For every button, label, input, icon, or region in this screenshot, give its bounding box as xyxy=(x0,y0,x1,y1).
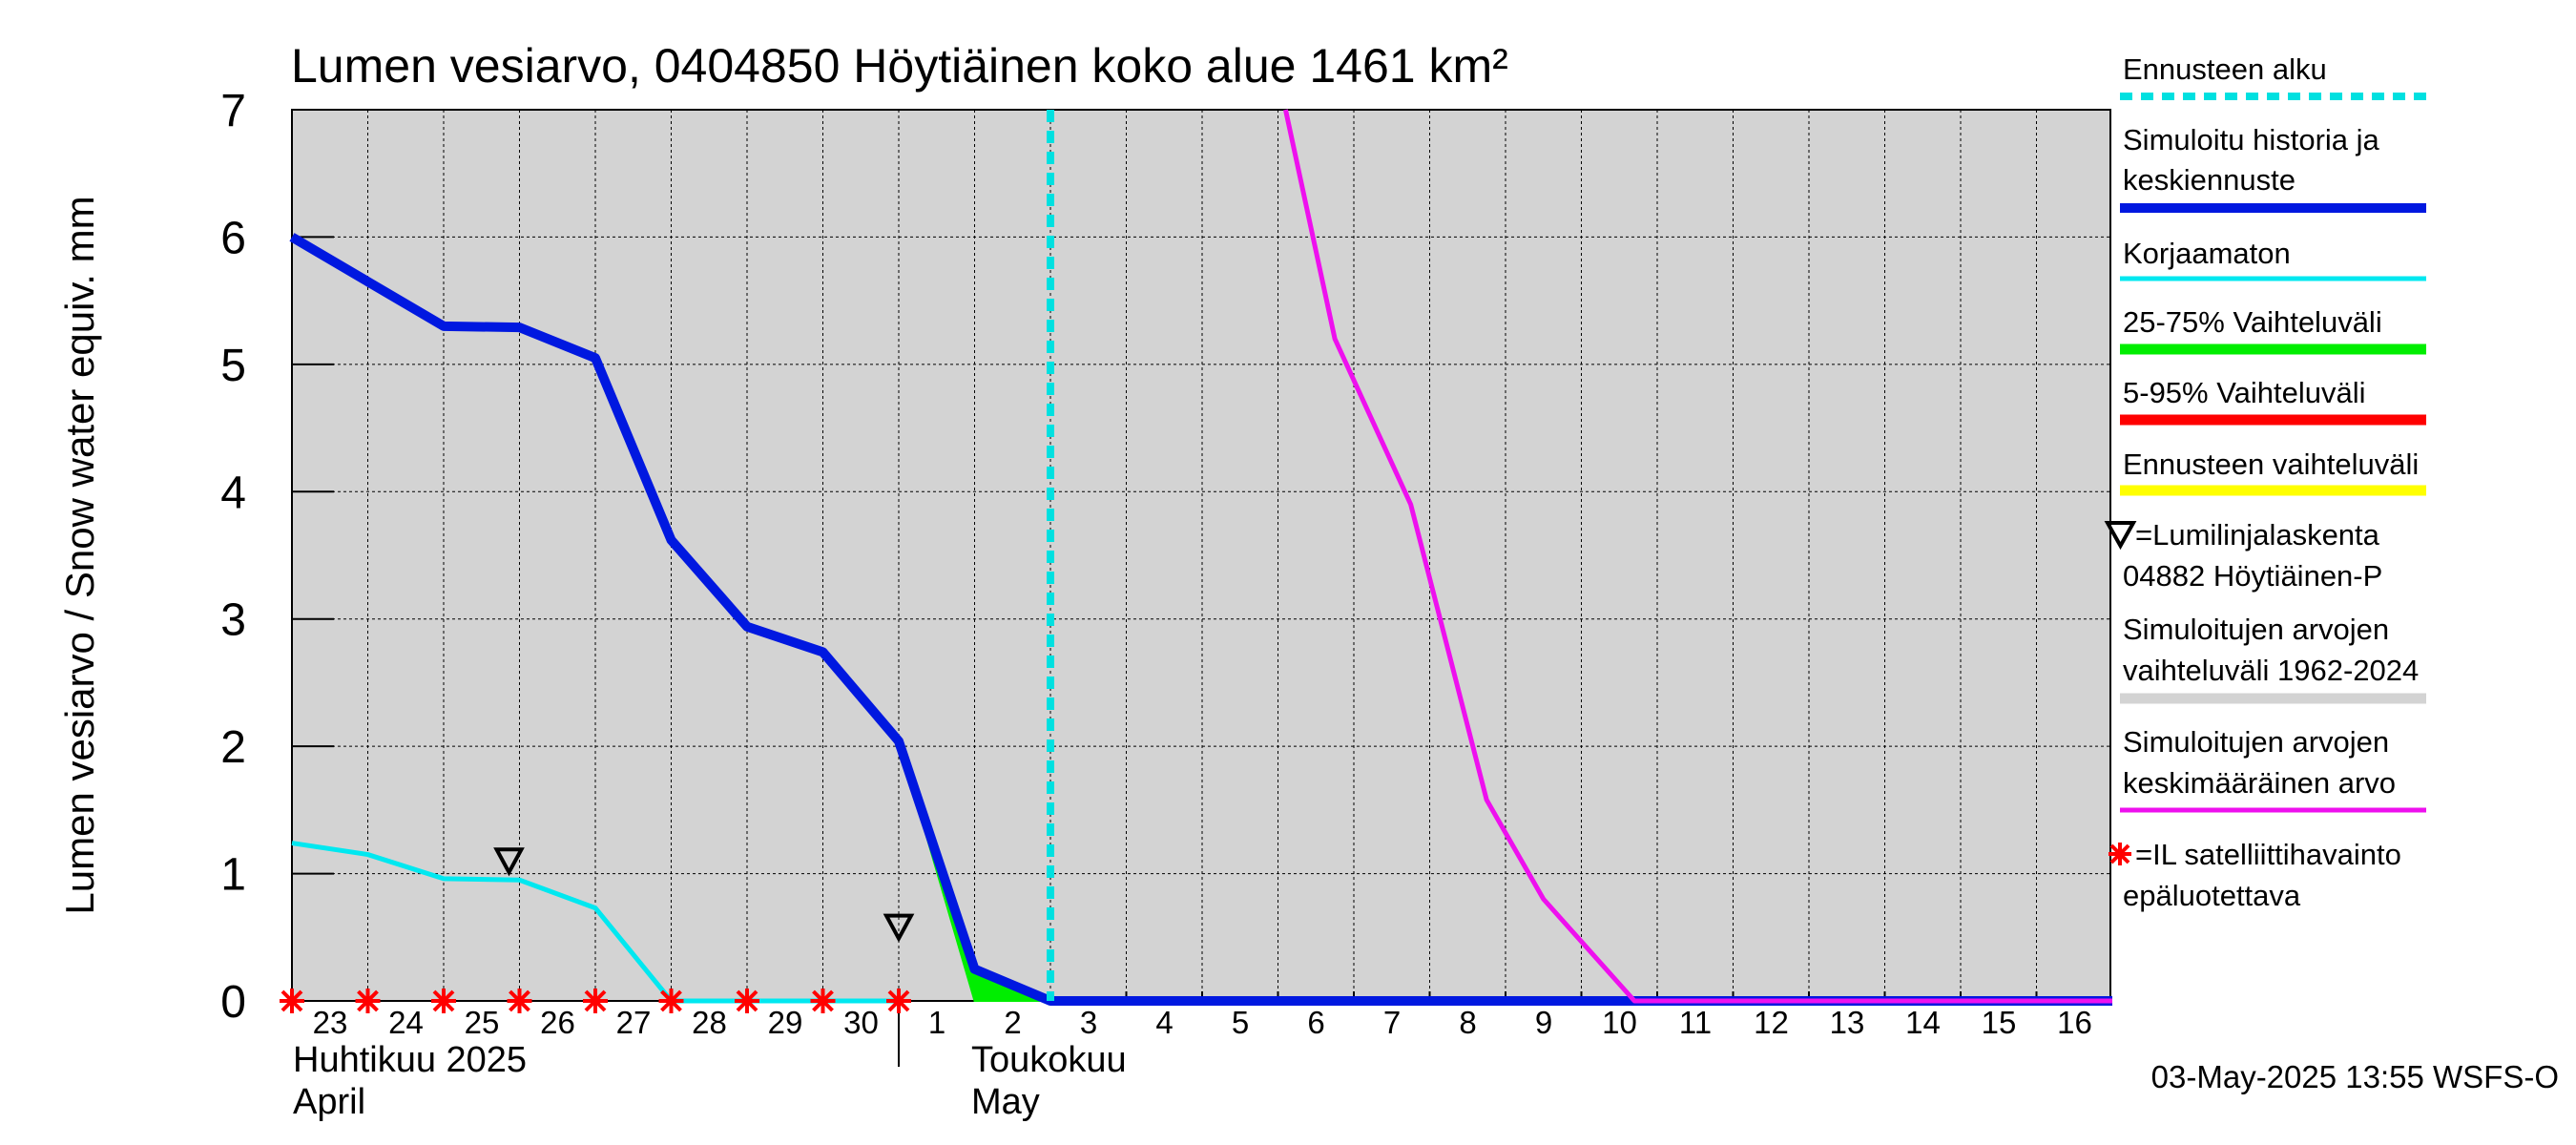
x-tick-label: 10 xyxy=(1602,1005,1637,1040)
series-sim-mean-line xyxy=(1283,109,2112,1004)
x-tick-label: 9 xyxy=(1535,1005,1552,1040)
legend-snow-course-label-2: 04882 Höytiäinen-P xyxy=(2123,559,2382,593)
x-tick-label: 28 xyxy=(692,1005,727,1040)
x-tick-label: 1 xyxy=(928,1005,945,1040)
x-tick-label: 12 xyxy=(1754,1005,1789,1040)
series-lines xyxy=(289,109,2112,1006)
satellite-marker xyxy=(658,989,684,1013)
x-tick-label: 6 xyxy=(1307,1005,1324,1040)
satellite-marker xyxy=(735,989,759,1013)
legend-range-5-95-label: 5-95% Vaihteluväli xyxy=(2123,376,2365,409)
x-tick-label: 3 xyxy=(1080,1005,1097,1040)
x-tick-label: 4 xyxy=(1155,1005,1173,1040)
x-axis-ticks: 23 24 25 26 27 28 29 30 1 2 3 4 5 6 7 8 9 10 11 12 13 14 15 16 xyxy=(291,991,2092,1067)
satellite-marker xyxy=(886,989,911,1013)
series-simulated-line xyxy=(289,233,2112,1006)
y-axis-ticks: 0 1 2 3 4 5 6 7 xyxy=(220,86,334,1028)
x-tick-label: 15 xyxy=(1982,1005,2017,1040)
month-label-april-en: April xyxy=(293,1082,365,1122)
x-tick-label: 27 xyxy=(616,1005,652,1040)
x-tick-label: 26 xyxy=(540,1005,575,1040)
footer-timestamp: 03-May-2025 13:55 WSFS-O xyxy=(2151,1059,2559,1094)
x-tick-label: 11 xyxy=(1679,1005,1712,1040)
x-tick-label: 8 xyxy=(1459,1005,1476,1040)
x-tick-label: 24 xyxy=(388,1005,424,1040)
observation-markers xyxy=(280,847,915,1013)
y-tick-label: 3 xyxy=(220,595,246,646)
x-tick-label: 23 xyxy=(313,1005,348,1040)
x-tick-label: 14 xyxy=(1905,1005,1941,1040)
x-tick-label: 25 xyxy=(465,1005,500,1040)
plot-area xyxy=(291,109,2111,1002)
satellite-marker xyxy=(355,989,381,1013)
snow-course-marker xyxy=(493,847,525,877)
y-tick-label: 0 xyxy=(220,977,246,1028)
legend-uncorrected-label: Korjaamaton xyxy=(2123,237,2291,270)
series-uncorrected-line xyxy=(291,841,899,1004)
legend-satellite-label-1: =IL satelliittihavainto xyxy=(2135,838,2401,871)
x-tick-label: 2 xyxy=(1004,1005,1021,1040)
legend-sim-range-label-2: vaihteluväli 1962-2024 xyxy=(2123,654,2419,687)
y-tick-label: 4 xyxy=(220,468,246,518)
x-tick-label: 16 xyxy=(2057,1005,2092,1040)
legend-sim-range-label-1: Simuloitujen arvojen xyxy=(2123,613,2389,646)
legend-snow-course-triangle-icon xyxy=(2104,521,2137,551)
satellite-marker xyxy=(280,989,304,1013)
legend-range-25-75-label: 25-75% Vaihteluväli xyxy=(2123,305,2382,339)
x-tick-label: 29 xyxy=(768,1005,803,1040)
y-tick-label: 1 xyxy=(220,850,246,901)
y-tick-label: 2 xyxy=(220,722,246,773)
legend-sim-mean-label-2: keskimääräinen arvo xyxy=(2123,766,2396,800)
x-tick-label: 5 xyxy=(1232,1005,1249,1040)
x-tick-label: 30 xyxy=(843,1005,879,1040)
satellite-marker xyxy=(507,989,532,1013)
satellite-marker xyxy=(431,989,456,1013)
month-label-may-fi: Toukokuu xyxy=(971,1040,1127,1080)
y-axis-label: Lumen vesiarvo / Snow water equiv. mm xyxy=(57,196,102,914)
month-label-may-en: May xyxy=(971,1082,1040,1122)
legend-satellite-asterisk-icon xyxy=(2109,843,2131,865)
month-label-april-fi: Huhtikuu 2025 xyxy=(293,1040,527,1080)
legend: Ennusteen alku Simuloitu historia ja kes… xyxy=(2104,52,2426,912)
satellite-marker xyxy=(810,989,836,1013)
legend-snow-course-label-1: =Lumilinjalaskenta xyxy=(2135,518,2380,552)
legend-forecast-range-label: Ennusteen vaihteluväli xyxy=(2123,448,2419,481)
legend-simulated-label-2: keskiennuste xyxy=(2123,163,2296,197)
x-tick-label: 13 xyxy=(1830,1005,1865,1040)
satellite-marker xyxy=(583,989,608,1013)
legend-simulated-label-1: Simuloitu historia ja xyxy=(2123,123,2380,156)
legend-forecast-start-label: Ennusteen alku xyxy=(2123,52,2327,86)
y-tick-label: 6 xyxy=(220,213,246,263)
y-tick-label: 7 xyxy=(220,86,246,136)
y-tick-label: 5 xyxy=(220,341,246,391)
legend-sim-mean-label-1: Simuloitujen arvojen xyxy=(2123,725,2389,759)
chart-title: Lumen vesiarvo, 0404850 Höytiäinen koko … xyxy=(291,39,1508,93)
legend-satellite-label-2: epäluotettava xyxy=(2123,879,2301,912)
snow-course-marker xyxy=(883,913,915,943)
x-tick-label: 7 xyxy=(1383,1005,1401,1040)
